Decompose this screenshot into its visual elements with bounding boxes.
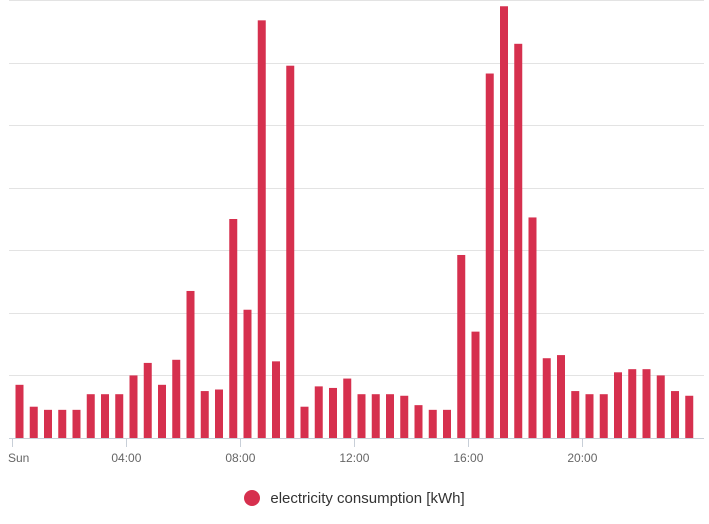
bar[interactable]	[101, 394, 109, 438]
x-tick-label: Sun	[8, 451, 29, 465]
bar-chart: Sun 04:00 08:00 12:00 16:00 20:00	[8, 0, 704, 465]
bar[interactable]	[129, 375, 138, 438]
bar[interactable]	[257, 20, 266, 439]
bar[interactable]	[443, 409, 451, 438]
bar[interactable]	[86, 394, 95, 438]
bar[interactable]	[457, 254, 466, 438]
bar[interactable]	[528, 217, 537, 438]
bar[interactable]	[428, 409, 437, 438]
bar[interactable]	[542, 358, 551, 438]
legend-marker	[244, 490, 261, 506]
bar[interactable]	[172, 359, 181, 438]
x-tick-label: 20:00	[567, 451, 597, 465]
bar[interactable]	[357, 394, 366, 438]
x-tick-label: 16:00	[453, 451, 483, 465]
bar[interactable]	[400, 395, 409, 438]
bar[interactable]	[485, 73, 494, 439]
bar[interactable]	[143, 362, 152, 438]
bar[interactable]	[599, 394, 608, 438]
bar[interactable]	[614, 372, 622, 438]
x-tick-label: 04:00	[111, 451, 141, 465]
legend-label: electricity consumption [kWh]	[270, 489, 465, 507]
bar[interactable]	[571, 391, 580, 438]
bar[interactable]	[343, 378, 352, 438]
x-tick-label: 08:00	[225, 451, 255, 465]
bar[interactable]	[200, 391, 209, 438]
bar[interactable]	[671, 391, 679, 438]
bar[interactable]	[272, 361, 280, 438]
bar[interactable]	[215, 389, 223, 438]
bar[interactable]	[514, 43, 523, 439]
grid-lines	[9, 0, 704, 376]
bar[interactable]	[286, 65, 295, 438]
bar[interactable]	[557, 355, 565, 438]
bar[interactable]	[500, 6, 508, 438]
x-tick-label: 12:00	[339, 451, 369, 465]
bar[interactable]	[243, 309, 252, 438]
bar[interactable]	[642, 369, 651, 438]
bar[interactable]	[314, 386, 323, 438]
bar[interactable]	[158, 384, 166, 438]
bar[interactable]	[72, 409, 81, 438]
bar[interactable]	[585, 394, 594, 438]
x-axis-ticks: Sun 04:00 08:00 12:00 16:00 20:00	[8, 438, 598, 465]
bar[interactable]	[685, 395, 694, 438]
bar[interactable]	[414, 405, 423, 438]
bar[interactable]	[329, 387, 337, 438]
bar[interactable]	[58, 409, 67, 438]
bar[interactable]	[300, 406, 309, 438]
bar[interactable]	[386, 394, 394, 438]
bar[interactable]	[29, 406, 38, 438]
bar[interactable]	[15, 384, 24, 438]
bar[interactable]	[44, 409, 52, 438]
bar[interactable]	[656, 375, 665, 438]
bar[interactable]	[186, 290, 195, 438]
bar-series	[15, 6, 694, 439]
bar[interactable]	[471, 331, 480, 438]
bar[interactable]	[115, 394, 124, 438]
legend: electricity consumption [kWh]	[0, 484, 709, 512]
bar[interactable]	[628, 369, 637, 438]
bar[interactable]	[229, 219, 238, 438]
bar[interactable]	[371, 394, 380, 438]
